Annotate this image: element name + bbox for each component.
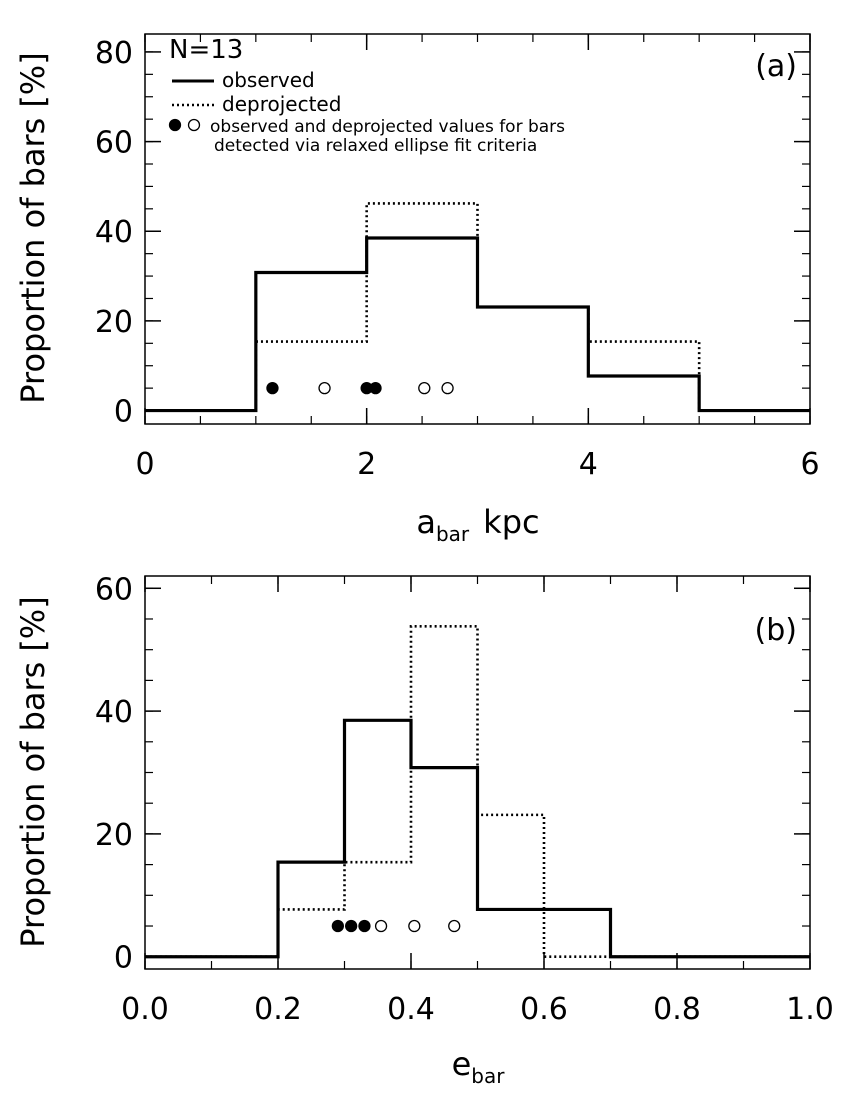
y-axis-title-a: Proportion of bars [%] xyxy=(14,52,52,403)
x-axis-title-b-sub: bar xyxy=(471,1064,505,1088)
x-axis-title-a-symbol: a xyxy=(416,503,436,541)
x-tick-label: 4 xyxy=(579,447,598,482)
x-tick-label: 0.0 xyxy=(121,992,169,1027)
y-axis-title-b-unit: [%] xyxy=(14,596,52,651)
x-axis-title-b-symbol: e xyxy=(452,1045,472,1083)
x-tick-label: 0.8 xyxy=(653,992,701,1027)
panel-b: 0.0 0.2 0.4 0.6 0.8 1.0 0 20 40 60 (b) ebar Propo… xyxy=(14,572,834,1088)
filled-point xyxy=(266,381,279,395)
legend-deprojected-label: deprojected xyxy=(222,92,341,116)
open-point xyxy=(374,919,388,933)
panel-label-a: (a) xyxy=(755,49,797,84)
x-tick-label: 0 xyxy=(135,447,154,482)
x-axis-title-a-sub: bar xyxy=(436,522,470,546)
y-tick-label: 20 xyxy=(95,818,133,853)
x-tick-label: 1.0 xyxy=(786,992,834,1027)
points-a xyxy=(266,381,454,395)
series-observed-line xyxy=(145,718,810,959)
filled-point xyxy=(344,919,358,933)
y-tick-label: 40 xyxy=(95,695,133,730)
x-axis-title-a-unit: kpc xyxy=(483,503,539,541)
filled-point xyxy=(331,919,345,933)
tick-labels-b: 0.0 0.2 0.4 0.6 0.8 1.0 0 20 40 60 xyxy=(95,572,834,1027)
legend-a: N=13 observed deprojected observed and d… xyxy=(168,35,565,156)
histograms-a xyxy=(145,202,810,413)
x-tick-label: 0.4 xyxy=(387,992,435,1027)
open-point xyxy=(408,919,421,933)
series-observed-line xyxy=(145,236,810,413)
legend-relaxed-line1: observed and deprojected values for bars xyxy=(210,117,565,137)
y-axis-title-a-text: Proportion of bars xyxy=(14,118,52,404)
y-tick-label: 40 xyxy=(95,215,133,250)
x-axis-title-b: ebar xyxy=(452,1045,506,1088)
legend-relaxed-line2: detected via relaxed ellipse fit criteri… xyxy=(214,136,537,156)
y-tick-label: 60 xyxy=(95,126,133,161)
points-b xyxy=(331,919,461,933)
count-text: N=13 xyxy=(169,35,243,65)
series-deprojected-line xyxy=(145,625,810,959)
y-tick-label: 80 xyxy=(95,36,133,71)
open-point xyxy=(418,381,431,395)
y-axis-title-b-text: Proportion of bars xyxy=(14,662,52,948)
legend-filled-marker xyxy=(168,118,182,132)
x-axis-title-a: abar kpc xyxy=(416,503,539,546)
histograms-b xyxy=(145,625,810,959)
y-tick-label: 0 xyxy=(114,941,133,976)
y-tick-label: 60 xyxy=(95,572,133,607)
open-point xyxy=(318,381,331,395)
series-deprojected-line xyxy=(145,202,810,412)
y-tick-label: 20 xyxy=(95,305,133,340)
filled-point xyxy=(369,381,382,395)
x-tick-label: 0.6 xyxy=(520,992,568,1027)
y-axis-title-a-unit: [%] xyxy=(14,52,52,107)
open-point xyxy=(441,381,454,395)
panel-label-b: (b) xyxy=(755,613,797,648)
y-tick-label: 0 xyxy=(114,395,133,430)
legend-observed-label: observed xyxy=(222,68,315,92)
filled-point xyxy=(358,919,371,933)
open-point xyxy=(448,919,461,933)
x-tick-label: 6 xyxy=(800,447,819,482)
legend-open-marker xyxy=(187,118,201,132)
x-tick-label: 2 xyxy=(357,447,376,482)
y-axis-title-b: Proportion of bars [%] xyxy=(14,596,52,947)
x-tick-label: 0.2 xyxy=(254,992,302,1027)
